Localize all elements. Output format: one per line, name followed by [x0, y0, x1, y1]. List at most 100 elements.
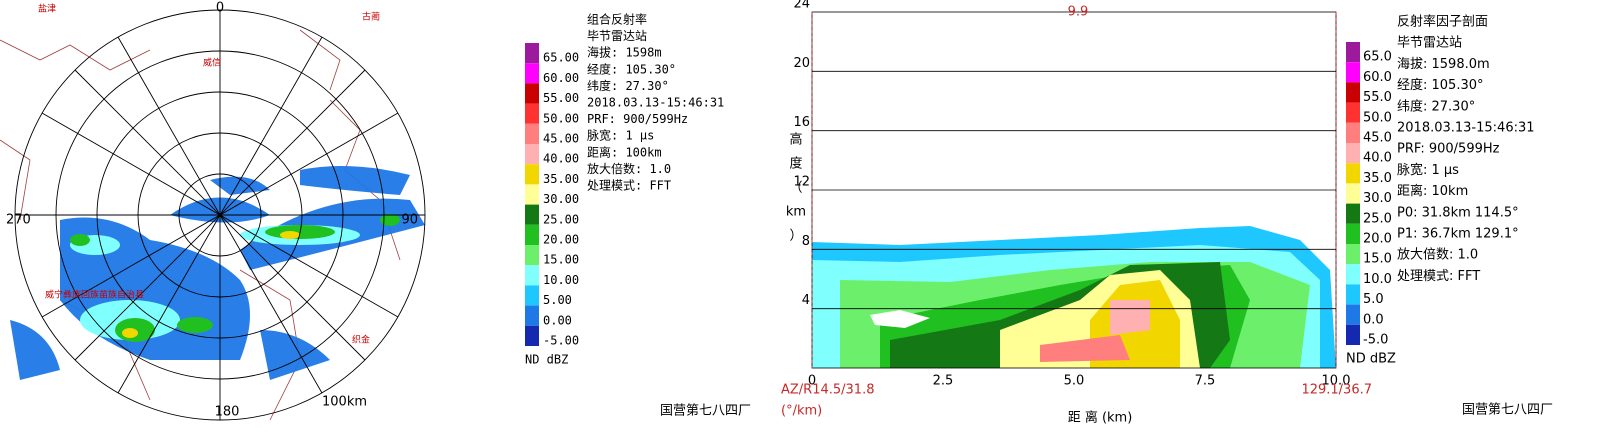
legend-swatch — [525, 63, 539, 84]
legend-label: 60.0 — [1363, 70, 1392, 85]
legend-swatch — [1346, 183, 1360, 204]
info-line: 距离: 10km — [1397, 183, 1468, 199]
legend-swatch — [525, 43, 539, 64]
legend-label: 40.0 — [1363, 151, 1392, 166]
x-tick-label: 10.0 — [1322, 374, 1351, 389]
y-tick-label: 12 — [793, 175, 810, 190]
legend-label: 15.00 — [543, 253, 579, 267]
legend-label: 0.0 — [1363, 312, 1384, 327]
legend-swatch — [525, 265, 539, 286]
bearing-label: 270 — [6, 213, 31, 228]
info-line: 放大倍数: 1.0 — [587, 161, 671, 176]
legend-label: 35.00 — [543, 172, 579, 186]
legend-label: 55.00 — [543, 91, 579, 105]
legend-swatch — [525, 325, 539, 346]
info-line: 纬度: 27.30° — [1397, 98, 1475, 114]
footer: 国营第七八四厂 — [1462, 403, 1553, 418]
info-line: PRF: 900/599Hz — [1397, 142, 1500, 157]
info-line: 处理模式: FFT — [1397, 269, 1480, 284]
x-tick-label: 7.5 — [1195, 374, 1216, 389]
legend-swatch — [1346, 122, 1360, 143]
legend-label: 45.00 — [543, 131, 579, 145]
legend-label: 15.0 — [1363, 252, 1392, 267]
y-tick-label: 4 — [802, 293, 810, 308]
info-line: 处理模式: FFT — [587, 179, 671, 193]
legend-swatch — [525, 103, 539, 124]
top-label: 9.9 — [1068, 5, 1089, 20]
legend-swatch — [525, 285, 539, 306]
legend-swatch — [525, 204, 539, 225]
legend-label: 50.00 — [543, 111, 579, 125]
legend-swatch — [1346, 203, 1360, 224]
legend-label: 45.0 — [1363, 130, 1392, 145]
city-label: 威宁彝族回族苗族自治县 — [45, 289, 144, 301]
legend-swatch — [1346, 42, 1360, 63]
y-tick-label: 16 — [793, 115, 810, 130]
legend-label: 65.00 — [543, 51, 579, 65]
legend-swatch — [525, 184, 539, 205]
legend-label: 35.0 — [1363, 171, 1392, 186]
legend-swatch — [1346, 244, 1360, 265]
legend-label: 10.00 — [543, 273, 579, 287]
footer: 国营第七八四厂 — [660, 404, 751, 419]
info-line: 毕节雷达站 — [1397, 36, 1462, 51]
legend-unit: ND dBZ — [1346, 352, 1396, 367]
legend-swatch — [1346, 143, 1360, 164]
y-title: ） — [789, 229, 802, 244]
city-label: 威信 — [203, 57, 221, 69]
legend-label: 40.00 — [543, 152, 579, 166]
cross-section — [811, 11, 1337, 369]
legend-label: 65.0 — [1363, 50, 1392, 65]
bearing-label: 90 — [401, 213, 418, 228]
range-label: 100km — [322, 395, 367, 410]
y-tick-label: 24 — [793, 0, 810, 12]
info-line: PRF: 900/599Hz — [587, 112, 688, 126]
info-line: 海拔: 1598.0m — [1397, 57, 1490, 72]
x-title: 距 离 (km) — [1068, 410, 1133, 426]
legend-label: 10.0 — [1363, 272, 1392, 287]
legend-label: 55.0 — [1363, 90, 1392, 105]
legend-swatch — [525, 224, 539, 245]
y-title: km — [786, 205, 806, 220]
legend-swatch — [1346, 223, 1360, 244]
legend-swatch — [525, 245, 539, 266]
info-line: 毕节雷达站 — [587, 29, 647, 43]
legend-swatch — [1346, 102, 1360, 123]
legend-swatch — [1346, 264, 1360, 285]
legend-swatch — [525, 83, 539, 104]
info-line: P0: 31.8km 114.5° — [1397, 205, 1519, 220]
y-tick-label: 8 — [802, 234, 810, 249]
info-line: 2018.03.13-15:46:31 — [1397, 121, 1535, 136]
legend-label: 60.00 — [543, 71, 579, 85]
info-line: 纬度: 27.30° — [587, 78, 669, 93]
legend-label: 5.00 — [543, 293, 572, 307]
legend-swatch — [525, 123, 539, 144]
info-line: 海拔: 1598m — [587, 45, 662, 60]
info-line: 经度: 105.30° — [587, 61, 676, 76]
legend-swatch — [1346, 62, 1360, 83]
info-line: 组合反射率 — [587, 12, 647, 27]
legend-swatch — [525, 144, 539, 165]
info-line: 反射率因子剖面 — [1397, 14, 1488, 30]
info-line: 2018.03.13-15:46:31 — [587, 96, 724, 110]
legend-unit: ND dBZ — [525, 353, 568, 367]
legend-label: 20.00 — [543, 232, 579, 246]
city-label: 织金 — [352, 334, 370, 346]
info-line: 脉宽: 1 μs — [587, 128, 654, 143]
legend-swatch — [1346, 163, 1360, 184]
legend-swatch — [525, 164, 539, 185]
y-title: （ — [789, 181, 802, 196]
x-tick-label: 0 — [808, 374, 816, 389]
city-label: 盐津 — [38, 3, 56, 15]
bearing-label: 0 — [216, 1, 224, 16]
ppi — [0, 9, 426, 421]
start-label: AZ/R14.5/31.8 — [781, 383, 874, 398]
legend-label: -5.0 — [1363, 332, 1388, 347]
y-title: 高 — [789, 132, 802, 148]
legend-label: 30.00 — [543, 192, 579, 206]
legend-swatch — [1346, 304, 1360, 325]
y-tick-label: 20 — [793, 56, 810, 71]
legend-label: 25.00 — [543, 212, 579, 226]
legend-label: 30.0 — [1363, 191, 1392, 206]
